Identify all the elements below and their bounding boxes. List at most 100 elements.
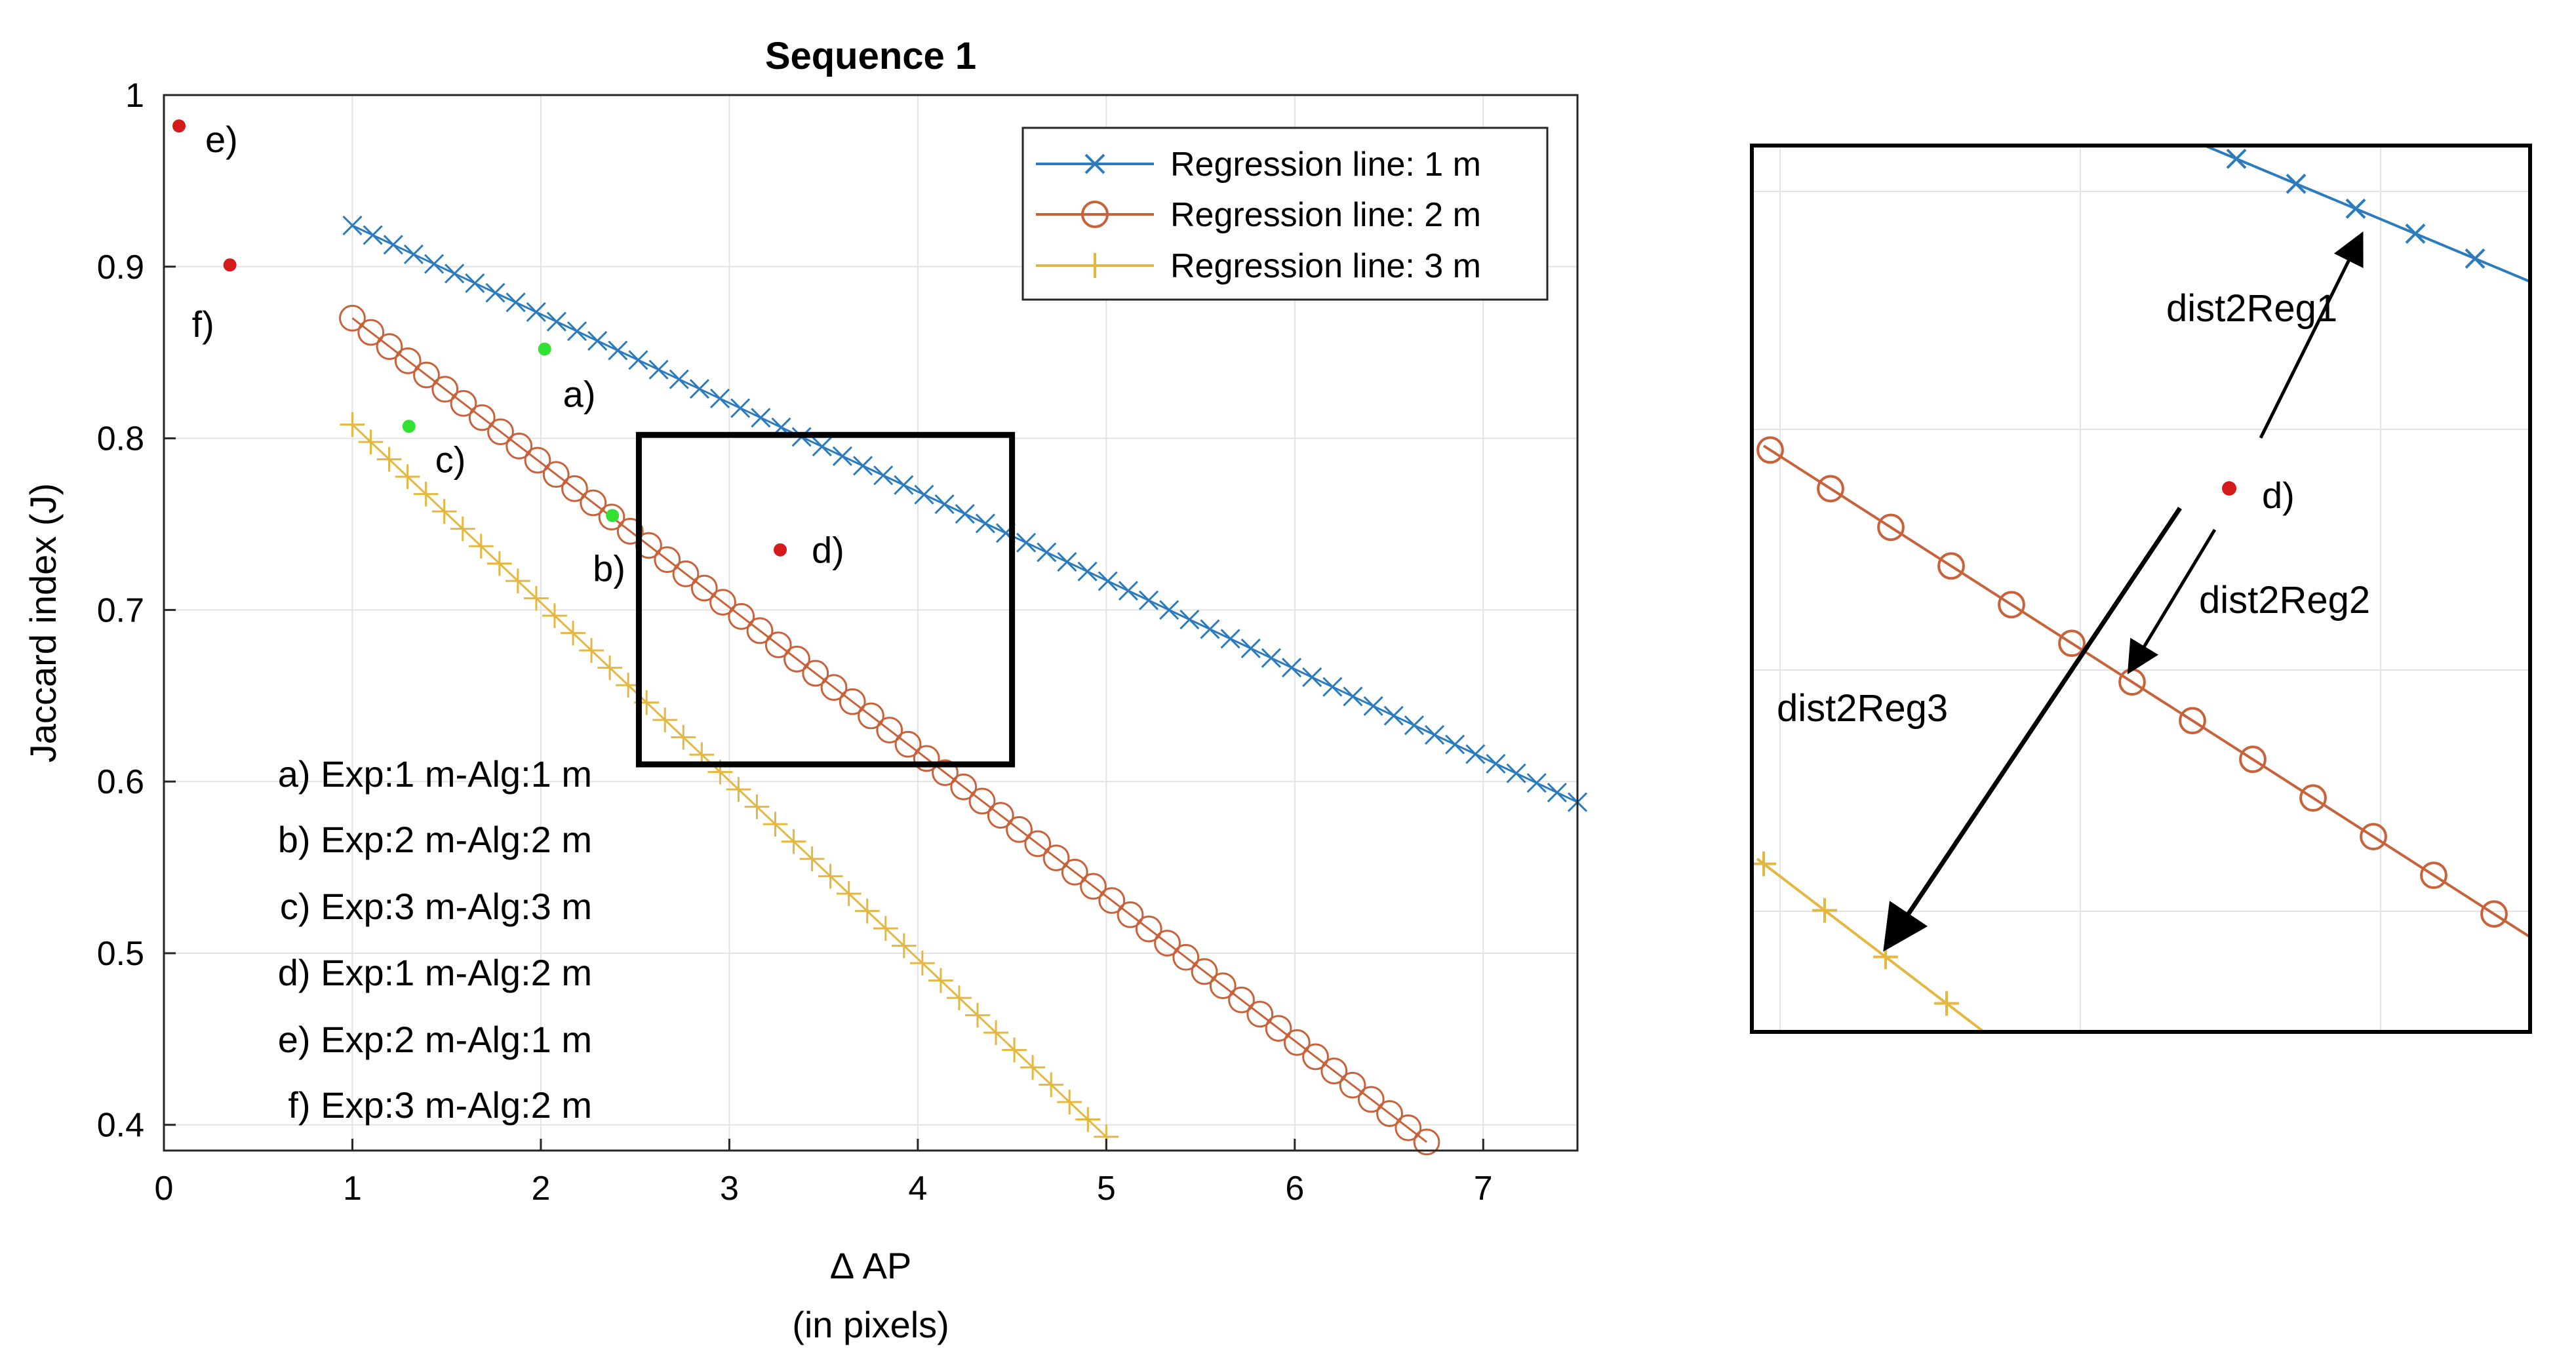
- marker-x: [669, 369, 689, 389]
- marker-plus: [468, 534, 494, 559]
- marker-plus: [947, 985, 972, 1010]
- legend-label-2m: Regression line: 2 m: [1170, 196, 1481, 234]
- annotation-e: e) Exp:2 m-Alg:1 m: [278, 1019, 592, 1060]
- marker-o: [1191, 958, 1218, 985]
- legend-marker-o: [1081, 201, 1109, 228]
- marker-o: [561, 475, 588, 502]
- marker-o: [580, 489, 607, 517]
- marker-o: [1320, 1057, 1348, 1084]
- marker-plus: [744, 794, 770, 819]
- series-regression-line-2-m: [339, 304, 1440, 1156]
- marker-plus: [781, 829, 806, 854]
- marker-o: [1817, 475, 1844, 503]
- marker-x: [485, 283, 505, 303]
- marker-x: [2226, 148, 2247, 169]
- marker-x: [1159, 600, 1179, 620]
- y-tick-label: 0.4: [97, 1107, 144, 1145]
- series-layer: [339, 215, 1588, 1156]
- x-tick-label: 7: [1474, 1170, 1493, 1208]
- marker-x: [1506, 763, 1526, 783]
- marker-plus: [1934, 991, 1959, 1016]
- marker-x: [1057, 552, 1077, 572]
- x-tick-label: 5: [1097, 1170, 1116, 1208]
- series-line: [351, 424, 1107, 1138]
- marker-o: [1877, 513, 1905, 542]
- marker-plus: [395, 464, 420, 490]
- marker-plus: [1752, 851, 1776, 877]
- series-regression-line-3-m: [340, 412, 1119, 1149]
- marker-plus: [1039, 1072, 1064, 1097]
- data-point: [223, 258, 237, 272]
- marker-o: [764, 631, 792, 659]
- marker-plus: [873, 916, 898, 941]
- marker-plus: [726, 777, 751, 802]
- marker-x: [1363, 696, 1383, 717]
- marker-plus: [983, 1020, 1008, 1045]
- marker-o: [2299, 784, 2327, 812]
- marker-o: [1283, 1029, 1311, 1056]
- marker-plus: [597, 655, 623, 680]
- marker-plus: [799, 846, 825, 871]
- marker-o: [2058, 629, 2086, 658]
- marker-x: [730, 398, 751, 418]
- main-chart: a) b) c) d) e) f) 0 1 2 3 4 5 6 7 0.4 0.5 0.6 0.7 0.8 0.9 1…: [22, 35, 1588, 1345]
- data-point-label: e): [205, 119, 238, 160]
- marker-x: [526, 302, 546, 322]
- marker-o: [394, 347, 422, 374]
- y-axis-label: Jaccard index (J): [22, 483, 64, 762]
- x-tick-label: 1: [343, 1170, 362, 1208]
- marker-plus: [561, 620, 585, 646]
- marker-o: [1413, 1128, 1440, 1156]
- x-axis-sublabel: (in pixels): [792, 1304, 949, 1345]
- marker-o: [1937, 552, 1965, 580]
- marker-plus: [928, 968, 953, 993]
- annotation-d: d) Exp:1 m-Alg:2 m: [278, 952, 592, 993]
- annotation-c: c) Exp:3 m-Alg:3 m: [280, 886, 592, 927]
- marker-o: [2179, 707, 2206, 735]
- marker-o: [1357, 1086, 1385, 1113]
- marker-x: [608, 340, 628, 361]
- marker-plus: [1075, 1107, 1101, 1132]
- marker-x: [1424, 724, 1445, 745]
- marker-x: [1016, 532, 1037, 553]
- marker-plus: [671, 724, 696, 750]
- marker-plus: [524, 585, 549, 611]
- annotation-b: b) Exp:2 m-Alg:2 m: [278, 819, 592, 860]
- zoom-inset: d) dist2Reg1 dist2Reg2 dist2Reg3: [1750, 125, 2532, 1034]
- marker-x: [566, 321, 587, 342]
- inset-series-line: [1762, 444, 2530, 939]
- marker-plus: [431, 499, 457, 524]
- marker-x: [383, 235, 403, 255]
- annotation-f: f) Exp:3 m-Alg:2 m: [288, 1084, 592, 1126]
- marker-x: [648, 359, 669, 380]
- marker-o: [1376, 1100, 1403, 1127]
- marker-o: [1117, 901, 1144, 928]
- inset-point-d: [2222, 481, 2236, 496]
- plot-frame: [163, 94, 1579, 1152]
- marker-o: [820, 674, 848, 701]
- series-regression-line-1-m: [342, 215, 1588, 812]
- y-tick-label: 1: [125, 77, 144, 115]
- marker-x: [1526, 773, 1547, 793]
- marker-o: [1135, 915, 1162, 943]
- y-tick-label: 0.8: [97, 420, 144, 458]
- marker-x: [751, 408, 771, 428]
- marker-o: [690, 574, 718, 602]
- marker-x: [2168, 125, 2186, 143]
- inset-series-x: [2168, 125, 2530, 283]
- marker-x: [546, 311, 566, 332]
- marker-o: [913, 745, 940, 772]
- marker-o: [1154, 930, 1181, 957]
- marker-o: [968, 787, 996, 815]
- legend: Regression line: 1 m Regression line: 2 …: [1021, 127, 1549, 301]
- marker-plus: [1812, 897, 1837, 923]
- marker-o: [598, 503, 625, 531]
- marker-o: [1265, 1015, 1292, 1042]
- y-tick-label: 0.9: [97, 248, 144, 286]
- zoom-region-box: [635, 431, 1016, 768]
- marker-o: [802, 660, 829, 687]
- marker-o: [468, 404, 496, 431]
- marker-plus: [486, 551, 512, 576]
- marker-o: [987, 802, 1014, 829]
